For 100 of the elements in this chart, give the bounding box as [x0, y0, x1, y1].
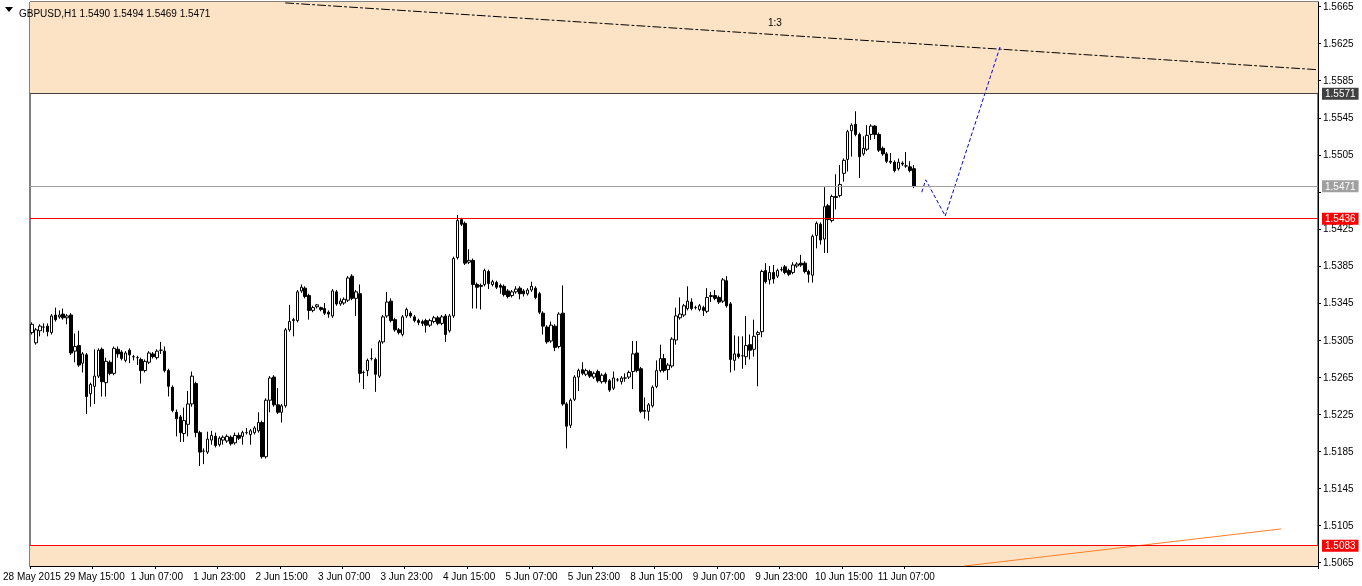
- candlestick: [588, 369, 592, 379]
- x-tick-label: 4 Jun 15:00: [442, 570, 496, 582]
- candlestick: [112, 346, 116, 376]
- ref-line-label: 1.5436: [1325, 213, 1357, 225]
- candlestick: [463, 220, 467, 266]
- candlestick: [631, 340, 635, 390]
- candlestick: [698, 303, 701, 312]
- candlestick: [139, 357, 143, 385]
- candlestick: [596, 369, 600, 384]
- y-tick-label: 1.5305: [1323, 334, 1355, 346]
- candlestick: [514, 285, 518, 295]
- y-tick-label: 1.5105: [1323, 519, 1355, 531]
- candlestick: [600, 372, 604, 385]
- candlestick: [772, 264, 775, 285]
- y-tick-label: 1.5545: [1323, 112, 1355, 124]
- annotation: 1:3: [768, 16, 783, 28]
- candlestick: [128, 347, 131, 364]
- candlestick: [366, 358, 369, 377]
- x-tick-label: 1 Jun 23:00: [193, 570, 246, 582]
- candlestick: [721, 277, 725, 304]
- candlestick: [225, 433, 229, 444]
- candlestick: [93, 348, 96, 405]
- candlestick: [487, 269, 490, 290]
- candlestick: [319, 306, 323, 312]
- candlestick: [815, 220, 818, 249]
- ref-line-label: 1.5471: [1325, 180, 1357, 192]
- candlestick: [705, 287, 709, 314]
- x-tick-label: 3 Jun 07:00: [318, 570, 371, 582]
- candlestick: [151, 351, 155, 360]
- candlestick: [58, 309, 61, 320]
- candlestick: [221, 434, 225, 446]
- x-tick-label: 28 May 2015: [3, 570, 62, 582]
- y-tick-label: 1.5265: [1323, 371, 1355, 383]
- candlestick: [346, 275, 350, 303]
- candlestick: [241, 430, 244, 446]
- y-tick-label: 1.5065: [1323, 556, 1355, 568]
- candlestick: [768, 265, 771, 285]
- candlestick: [409, 310, 412, 319]
- text: GBPUSD,H1 1.5490 1.5494 1.5469 1.5471: [19, 7, 211, 19]
- candlestick: [42, 322, 45, 334]
- y-tick-label: 1.5385: [1323, 260, 1355, 272]
- x-tick-label: 3 Jun 23:00: [380, 570, 434, 582]
- candlestick: [233, 432, 237, 446]
- candlestick: [522, 288, 525, 297]
- y-tick-label: 1.5625: [1323, 38, 1355, 50]
- candlestick: [623, 372, 627, 383]
- candlestick: [432, 315, 436, 324]
- candlestick: [120, 349, 123, 361]
- y-tick-label: 1.5585: [1323, 75, 1355, 87]
- x-tick-label: 29 May 15:00: [64, 570, 126, 582]
- candlestick: [100, 346, 104, 398]
- y-tick-label: 1.5665: [1323, 1, 1355, 13]
- candlestick: [495, 280, 498, 290]
- candlestick: [214, 432, 217, 448]
- ref-line-label: 1.5083: [1325, 540, 1357, 552]
- candlestick: [323, 302, 326, 316]
- y-tick-label: 1.5225: [1323, 408, 1355, 420]
- candlestick: [713, 289, 717, 301]
- x-tick-label: 1 Jun 07:00: [130, 570, 184, 582]
- line-series: [921, 46, 1001, 217]
- candlestick: [436, 315, 440, 326]
- candlestick: [823, 186, 826, 254]
- candlestick: [744, 315, 748, 366]
- candlestick: [444, 313, 447, 343]
- candlestick: [612, 371, 615, 391]
- y-tick-label: 1.5185: [1323, 445, 1355, 457]
- candlestick: [331, 288, 334, 319]
- candlestick: [912, 164, 916, 189]
- candlestick: [499, 283, 502, 295]
- candlestick: [865, 124, 869, 152]
- x-tick-label: 9 Jun 23:00: [755, 570, 808, 582]
- candlestick: [620, 375, 623, 385]
- candlestick: [783, 264, 787, 275]
- x-tick-label: 5 Jun 07:00: [505, 570, 559, 582]
- candlestick: [811, 233, 814, 284]
- candlestick: [518, 285, 522, 300]
- y-tick-label: 1.5425: [1323, 223, 1355, 235]
- candlestick: [124, 350, 127, 363]
- ref-line-label: 1.5571: [1325, 88, 1357, 100]
- x-tick-label: 2 Jun 15:00: [255, 570, 309, 582]
- candlestick: [510, 289, 514, 298]
- x-tick-label: 5 Jun 23:00: [567, 570, 621, 582]
- candlestick: [249, 428, 252, 446]
- candlestick: [77, 330, 81, 368]
- candlestick: [904, 151, 908, 169]
- candlestick: [218, 435, 221, 448]
- candlestick: [791, 261, 795, 275]
- candlestick: [85, 352, 88, 415]
- candlestick: [417, 318, 420, 326]
- candlestick: [237, 432, 241, 441]
- candlestick: [229, 434, 233, 447]
- y-tick-label: 1.5505: [1323, 149, 1355, 161]
- candlestick: [592, 371, 596, 380]
- y-tick-label: 1.5145: [1323, 482, 1355, 494]
- candlestick: [315, 303, 319, 310]
- candlestick: [506, 288, 510, 299]
- candlestick: [171, 384, 174, 413]
- candlestick: [456, 214, 459, 260]
- candlestick: [413, 314, 416, 323]
- x-tick-label: 8 Jun 15:00: [630, 570, 684, 582]
